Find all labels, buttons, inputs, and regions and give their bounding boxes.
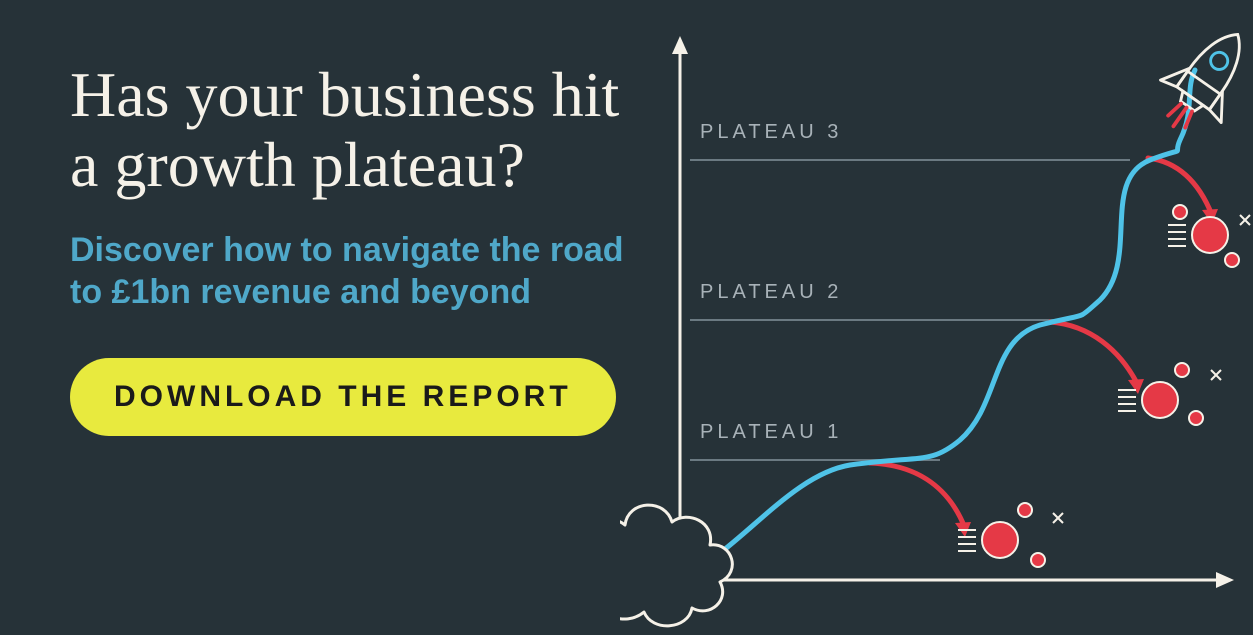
- asteroid-small-icon: [1225, 253, 1239, 267]
- cloud-icon: [620, 505, 732, 626]
- fail-arc: [1050, 322, 1138, 385]
- asteroid-small-icon: [1031, 553, 1045, 567]
- plateau-label: PLATEAU 1: [700, 421, 842, 443]
- plateau-label: PLATEAU 2: [700, 281, 842, 303]
- subhead: Discover how to navigate the road to £1b…: [70, 229, 630, 314]
- asteroid-small-icon: [1173, 205, 1187, 219]
- asteroid-small-icon: [1018, 503, 1032, 517]
- asteroid-icon: [1192, 217, 1228, 253]
- y-axis-arrow: [672, 36, 688, 54]
- growth-chart: PLATEAU 3 PLATEAU 2 PLATEAU 1: [620, 20, 1240, 620]
- headline: Has your business hit a growth plateau?: [70, 60, 630, 201]
- asteroid-icon: [1142, 382, 1178, 418]
- asteroid-icon: [982, 522, 1018, 558]
- growth-curve: [685, 70, 1195, 575]
- rocket-icon: [1143, 20, 1253, 148]
- x-axis-arrow: [1216, 572, 1234, 588]
- download-report-button[interactable]: DOWNLOAD THE REPORT: [70, 358, 616, 436]
- asteroid-small-icon: [1175, 363, 1189, 377]
- fail-arc-arrow: [1128, 379, 1144, 394]
- chart-svg: PLATEAU 3 PLATEAU 2 PLATEAU 1: [620, 20, 1253, 630]
- asteroid-small-icon: [1189, 411, 1203, 425]
- plateau-label: PLATEAU 3: [700, 121, 842, 143]
- fail-arc: [870, 463, 965, 528]
